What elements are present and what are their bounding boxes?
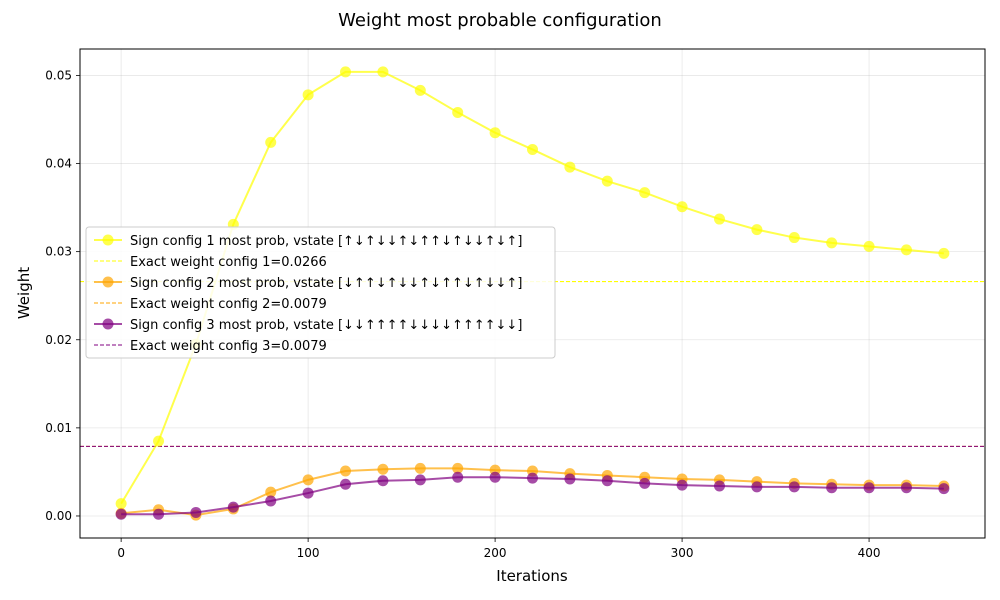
data-point bbox=[527, 143, 538, 155]
x-tick-label: 200 bbox=[484, 546, 507, 560]
data-point bbox=[601, 175, 613, 187]
data-point bbox=[414, 474, 426, 486]
legend-marker bbox=[102, 234, 114, 246]
legend-marker bbox=[102, 276, 114, 288]
data-point bbox=[340, 465, 352, 477]
data-point bbox=[788, 232, 800, 244]
data-point bbox=[302, 487, 314, 499]
data-point bbox=[713, 480, 725, 492]
chart-title: Weight most probable configuration bbox=[338, 10, 662, 31]
data-point bbox=[414, 462, 426, 474]
y-tick-label: 0.04 bbox=[45, 157, 72, 171]
y-tick-label: 0.02 bbox=[45, 333, 72, 347]
data-point bbox=[452, 471, 464, 483]
y-tick-label: 0.01 bbox=[45, 421, 72, 435]
y-tick-label: 0.00 bbox=[45, 509, 72, 523]
data-point bbox=[265, 495, 277, 507]
data-point bbox=[452, 462, 464, 474]
legend-label: Exact weight config 3=0.0079 bbox=[130, 339, 327, 354]
legend-label: Sign config 1 most prob, vstate [↑↓↑↓↓↑↓… bbox=[130, 234, 522, 249]
data-point bbox=[601, 475, 613, 487]
data-point bbox=[190, 506, 202, 518]
data-point bbox=[377, 475, 389, 487]
series bbox=[115, 66, 950, 521]
data-point bbox=[340, 478, 352, 490]
legend-box bbox=[85, 226, 556, 359]
x-tick-label: 100 bbox=[297, 546, 320, 560]
legend: Sign config 1 most prob, vstate [↑↓↑↓↓↑↓… bbox=[85, 226, 556, 359]
data-point bbox=[265, 136, 277, 148]
data-point bbox=[938, 483, 950, 495]
data-point bbox=[115, 498, 127, 510]
data-point bbox=[863, 482, 875, 494]
data-point bbox=[751, 481, 763, 493]
data-point bbox=[639, 477, 651, 489]
legend-label: Exact weight config 1=0.0266 bbox=[130, 255, 327, 270]
data-point bbox=[115, 508, 127, 520]
data-point bbox=[377, 463, 389, 475]
data-point bbox=[826, 482, 838, 494]
data-point bbox=[863, 240, 875, 252]
data-point bbox=[900, 482, 912, 494]
data-point bbox=[153, 435, 165, 447]
x-axis-label: Iterations bbox=[496, 567, 568, 585]
data-point bbox=[414, 84, 426, 96]
ticks: 0 100 200 300 400 0.00 0.01 0.02 0.03 0.04 0.05 bbox=[45, 68, 880, 560]
data-point bbox=[751, 224, 763, 236]
data-point bbox=[564, 473, 576, 485]
data-point bbox=[302, 474, 314, 486]
data-point bbox=[788, 481, 800, 493]
data-point bbox=[153, 508, 165, 520]
data-point bbox=[377, 66, 389, 78]
data-point bbox=[713, 213, 725, 225]
y-axis-label: Weight bbox=[15, 267, 33, 319]
data-point bbox=[340, 66, 352, 78]
x-tick-label: 300 bbox=[671, 546, 694, 560]
data-point bbox=[489, 471, 501, 483]
data-point bbox=[302, 89, 314, 101]
y-tick-label: 0.05 bbox=[45, 68, 72, 82]
legend-marker bbox=[102, 318, 114, 330]
x-tick-label: 400 bbox=[858, 546, 881, 560]
data-point bbox=[489, 127, 501, 139]
data-point bbox=[227, 501, 239, 513]
data-point bbox=[938, 247, 950, 259]
data-point bbox=[452, 106, 464, 118]
legend-label: Sign config 3 most prob, vstate [↓↓↑↑↑↑↓… bbox=[130, 318, 522, 333]
data-point bbox=[265, 486, 277, 498]
legend-label: Exact weight config 2=0.0079 bbox=[130, 297, 327, 312]
x-tick-label: 0 bbox=[117, 546, 125, 560]
y-tick-label: 0.03 bbox=[45, 245, 72, 259]
data-point bbox=[900, 244, 912, 256]
data-point bbox=[639, 187, 651, 199]
plot-frame bbox=[79, 48, 986, 539]
data-point bbox=[826, 237, 838, 249]
data-point bbox=[564, 161, 576, 173]
data-point bbox=[527, 472, 538, 484]
legend-label: Sign config 2 most prob, vstate [↓↑↑↓↑↓↓… bbox=[130, 276, 522, 291]
data-point bbox=[676, 201, 688, 213]
data-point bbox=[676, 479, 688, 491]
